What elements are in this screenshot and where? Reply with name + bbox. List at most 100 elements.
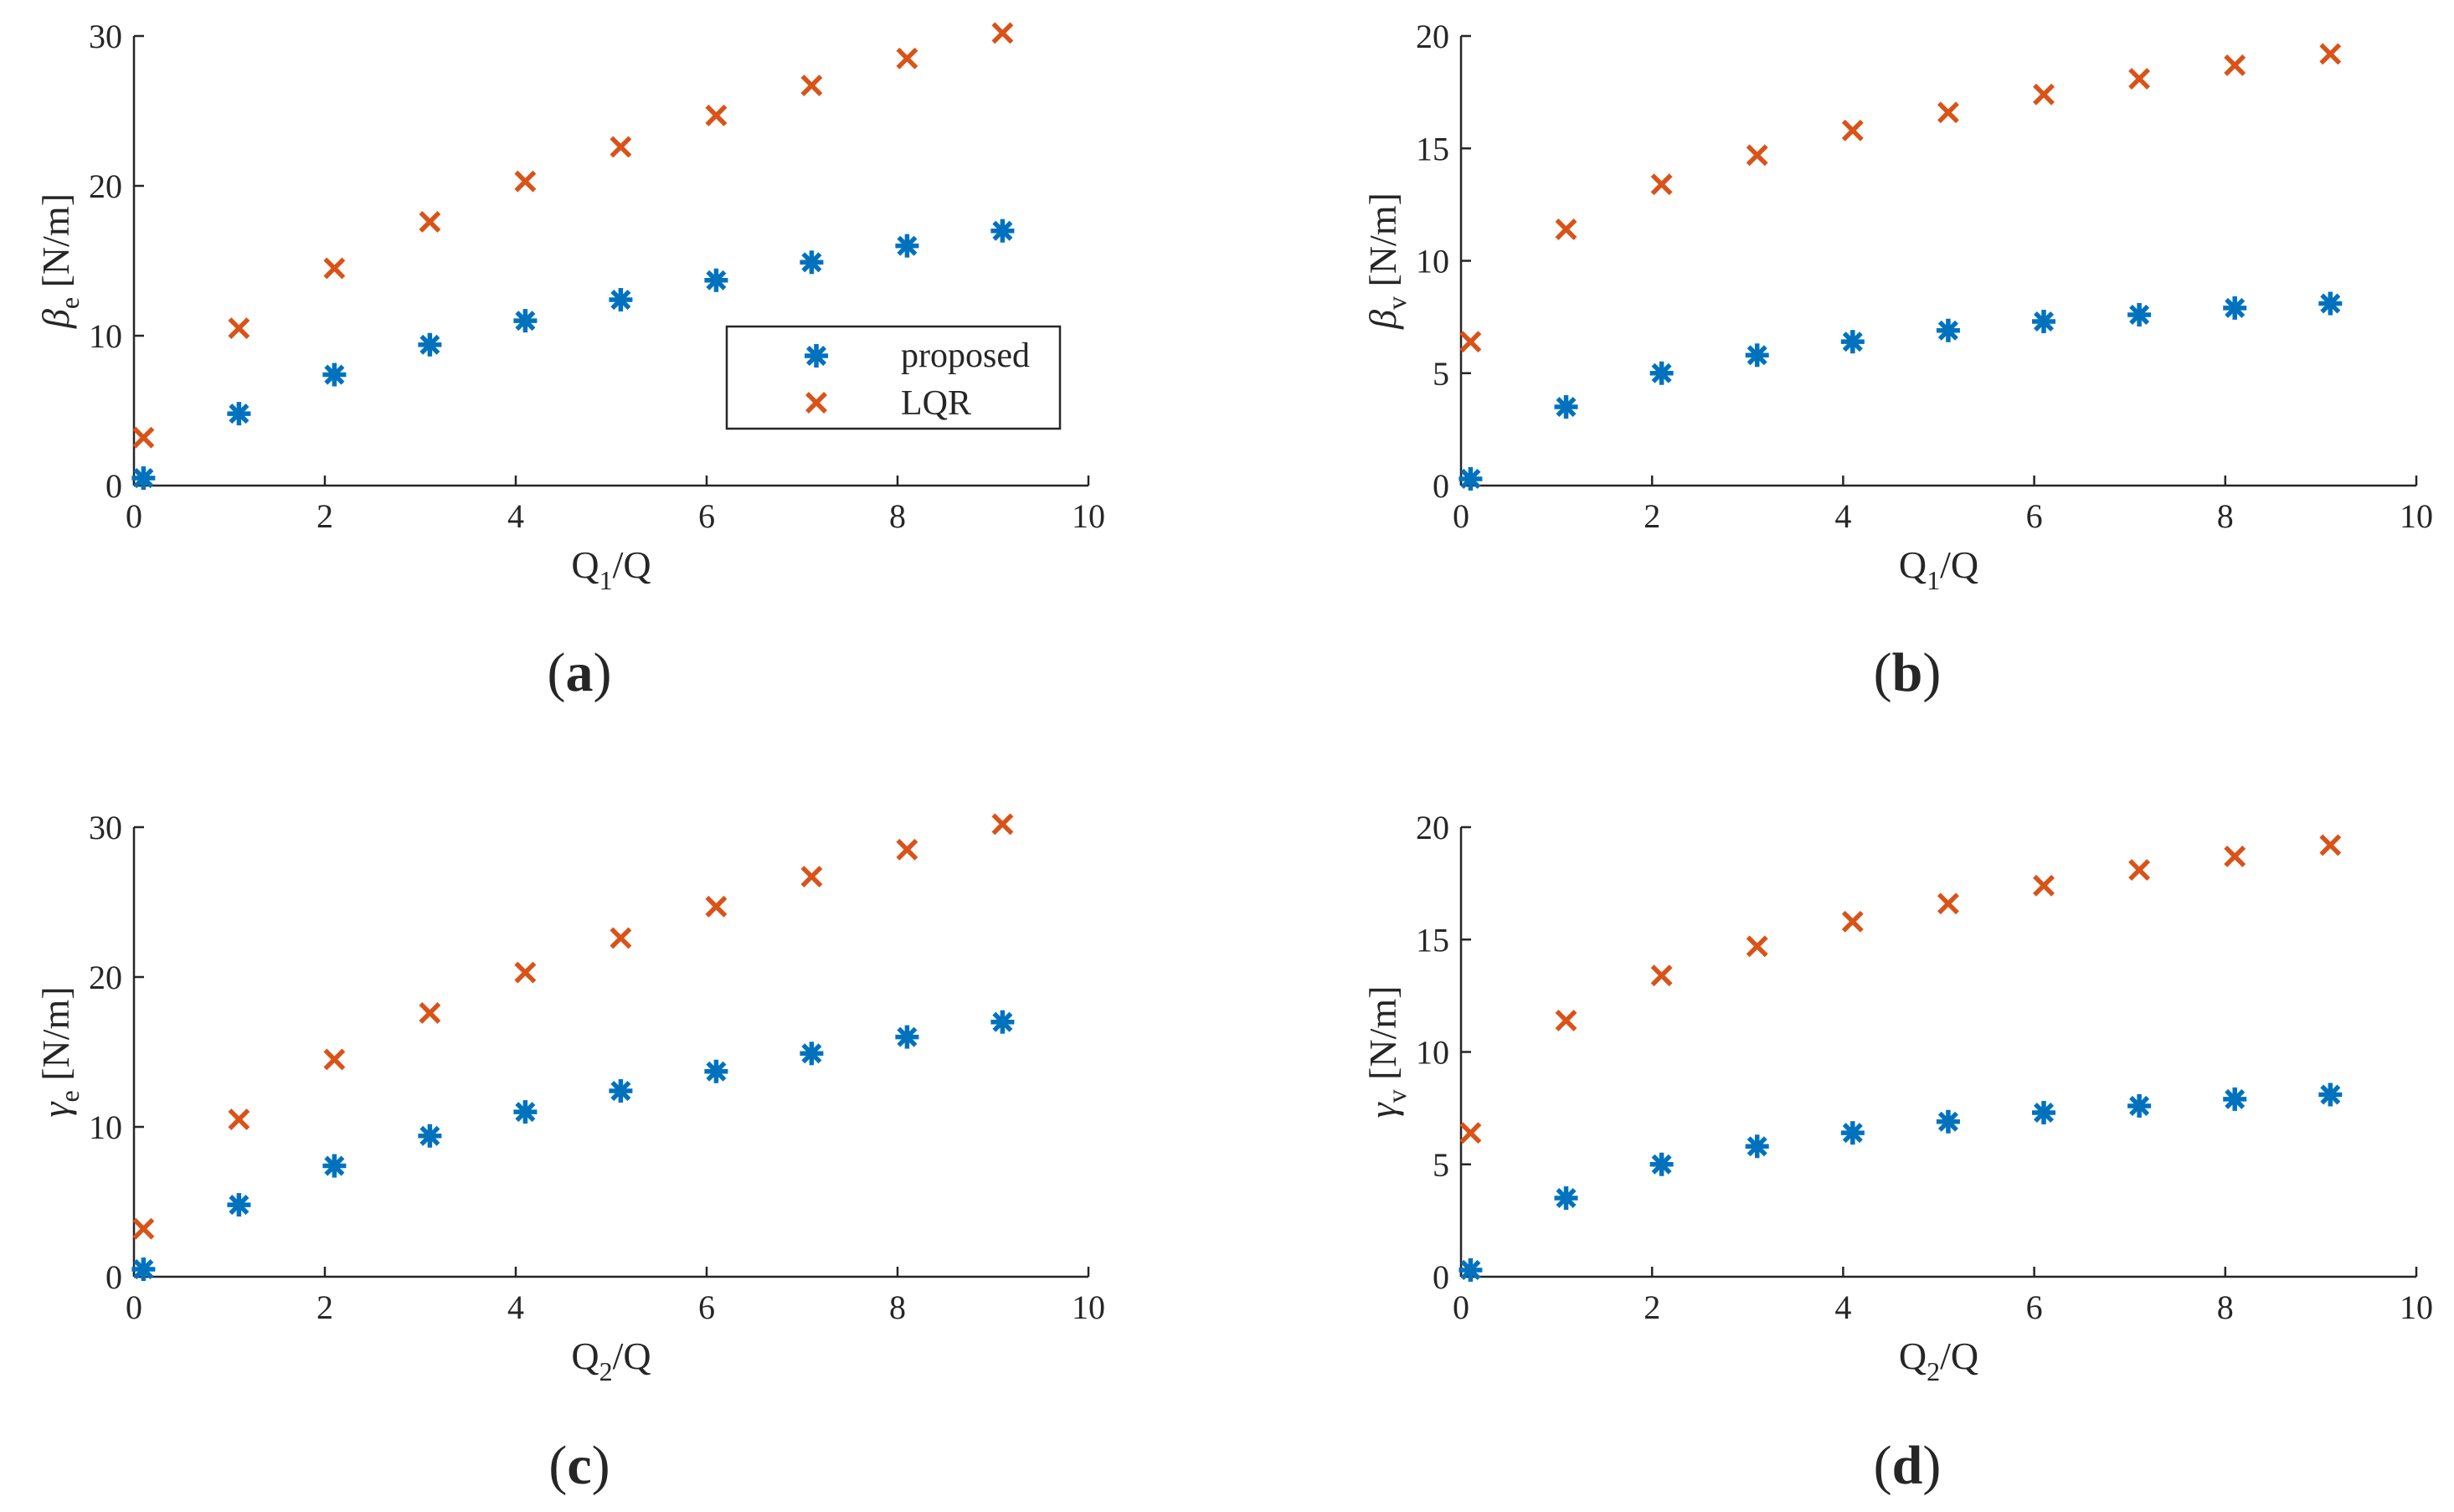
panel-caption: (c) [548, 1435, 610, 1496]
data-point-proposed [2127, 1093, 2152, 1118]
data-point-LQR [1841, 119, 1864, 141]
data-point-LQR [1459, 331, 1482, 353]
x-axis-label: Q2/Q [1899, 1335, 1978, 1386]
y-tick-label: 10 [1416, 1034, 1449, 1072]
data-point-proposed [2032, 309, 2056, 333]
data-point-proposed [1745, 343, 1769, 368]
x-tick-label: 4 [1834, 497, 1851, 535]
data-point-proposed [990, 1010, 1015, 1034]
x-tick-label: 4 [1834, 1288, 1851, 1326]
data-point-proposed [2127, 302, 2152, 327]
y-axis-label: γv [N/m] [1361, 985, 1412, 1118]
chart-panel-c: 0 2 4 6 8 10 0 10 20 30 Q2/Q γe [N/m] (c) [34, 809, 1105, 1496]
x-tick-label: 0 [1453, 497, 1469, 535]
data-point-proposed [2223, 296, 2247, 320]
data-point-LQR [2033, 83, 2055, 105]
data-point-LQR [800, 866, 823, 888]
data-point-LQR [800, 75, 823, 97]
data-point-proposed [1554, 395, 1578, 419]
data-point-proposed [322, 363, 347, 387]
data-point-proposed [1936, 1109, 1960, 1134]
x-tick-label: 10 [2400, 1288, 2433, 1326]
data-point-LQR [323, 1048, 346, 1071]
x-tick-label: 10 [1072, 1288, 1105, 1326]
data-point-proposed [131, 1257, 156, 1282]
data-point-proposed [2318, 1083, 2343, 1107]
data-point-LQR [419, 1002, 441, 1024]
data-point-proposed [704, 268, 728, 292]
data-point-LQR [610, 927, 632, 949]
legend-marker-proposed [805, 344, 828, 368]
data-point-LQR [1746, 144, 1768, 167]
x-tick-label: 10 [1072, 497, 1105, 535]
legend: proposed LQR [725, 325, 1062, 430]
x-tick-label: 8 [2217, 497, 2234, 535]
data-point-LQR [1937, 101, 1959, 124]
data-point-proposed [513, 1100, 538, 1124]
data-point-proposed [1649, 1152, 1674, 1176]
data-point-LQR [2033, 874, 2055, 897]
data-point-LQR [610, 136, 632, 158]
data-point-proposed [895, 234, 919, 258]
y-tick-label: 15 [1416, 921, 1449, 959]
data-point-LQR [228, 317, 250, 339]
data-point-LQR [2319, 43, 2342, 65]
x-tick-label: 0 [126, 1288, 142, 1326]
y-axis-label: γe [N/m] [34, 986, 85, 1117]
x-tick-label: 6 [2026, 1288, 2043, 1326]
data-point-proposed [1459, 1257, 1483, 1282]
chart-panel-d: 0 2 4 6 8 10 0 5 10 15 20 Q2/Q γv [N/m] (d) [1361, 809, 2433, 1496]
data-point-proposed [990, 219, 1015, 243]
x-axis-label: Q1/Q [571, 543, 651, 595]
legend-marker-lqr [805, 392, 827, 414]
data-point-proposed [800, 250, 824, 275]
y-axis-label: βe [N/m] [34, 193, 85, 329]
chart-panel-a: 0 2 4 6 8 10 0 10 20 30 Q1/Q βe [N/m] (a) proposed LQR [34, 18, 1105, 703]
legend-label-proposed: proposed [901, 337, 1030, 375]
data-point-LQR [705, 895, 728, 918]
data-point-LQR [1555, 218, 1577, 240]
x-tick-label: 6 [698, 497, 715, 535]
data-point-LQR [2319, 834, 2342, 856]
data-point-proposed [418, 332, 442, 357]
panel-caption: (d) [1874, 1435, 1942, 1496]
data-point-LQR [514, 170, 537, 193]
data-point-LQR [1650, 173, 1673, 196]
data-point-proposed [1745, 1134, 1769, 1159]
x-tick-label: 6 [2026, 497, 2043, 535]
data-point-proposed [2318, 291, 2343, 316]
y-tick-label: 20 [1416, 18, 1449, 55]
x-tick-label: 2 [1644, 497, 1660, 535]
data-point-proposed [609, 288, 633, 312]
x-tick-label: 8 [2217, 1288, 2234, 1326]
data-point-proposed [704, 1059, 728, 1083]
legend-label-lqr: LQR [901, 384, 971, 423]
x-tick-label: 0 [126, 497, 142, 535]
data-point-LQR [2224, 54, 2246, 76]
y-tick-label: 0 [1433, 1258, 1449, 1296]
data-point-LQR [1555, 1009, 1577, 1031]
data-point-LQR [228, 1108, 250, 1130]
chart-panel-b: 0 2 4 6 8 10 0 5 10 15 20 Q1/Q βv [N/m] (b) [1361, 18, 2433, 703]
panel-caption: (a) [548, 642, 612, 703]
x-tick-label: 10 [2400, 497, 2433, 535]
x-tick-label: 6 [698, 1288, 715, 1326]
y-tick-label: 15 [1416, 130, 1449, 167]
x-tick-label: 2 [1644, 1288, 1660, 1326]
data-point-LQR [1746, 935, 1768, 958]
y-tick-label: 10 [89, 1108, 122, 1146]
data-point-LQR [991, 22, 1014, 44]
data-point-LQR [896, 47, 918, 69]
y-tick-label: 5 [1433, 355, 1449, 393]
data-point-LQR [1459, 1122, 1482, 1144]
data-point-LQR [991, 813, 1014, 836]
data-point-proposed [227, 1193, 251, 1217]
data-point-LQR [323, 257, 346, 280]
y-tick-label: 10 [1416, 243, 1449, 280]
data-point-LQR [132, 1217, 155, 1240]
y-tick-label: 30 [89, 809, 122, 846]
data-point-LQR [419, 211, 441, 233]
data-point-proposed [418, 1124, 442, 1148]
data-point-proposed [609, 1079, 633, 1103]
x-tick-label: 4 [507, 1288, 524, 1326]
